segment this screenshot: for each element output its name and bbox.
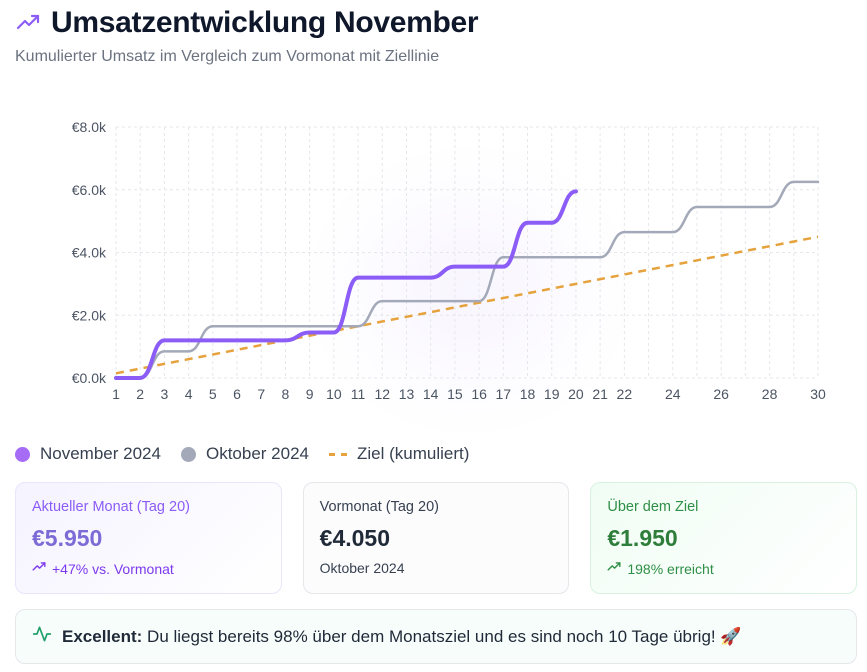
y-tick-label: €8.0k (72, 119, 107, 135)
card-goal-sub-text: 198% erreicht (627, 560, 714, 577)
trending-up-icon (607, 560, 621, 577)
series-line-november (114, 189, 578, 380)
legend-item-november[interactable]: November 2024 (15, 444, 161, 464)
legend-swatch-november (15, 446, 30, 462)
legend-label-ziel: Ziel (kumuliert) (356, 444, 470, 463)
legend-label-oktober: Oktober 2024 (205, 444, 309, 463)
card-goal-label: Über dem Ziel (607, 499, 699, 515)
insight-banner: Excellent: Du liegst bereits 98% über de… (15, 609, 857, 664)
legend-item-oktober[interactable]: Oktober 2024 (180, 444, 309, 464)
x-tick-label: 7 (257, 386, 265, 402)
x-tick-label: 13 (399, 386, 415, 402)
x-tick-label: 28 (762, 386, 778, 402)
x-tick-label: 26 (713, 386, 729, 402)
insight-prefix: Excellent: (62, 626, 143, 646)
summary-cards: Aktueller Monat (Tag 20) €5.950 +47% vs.… (15, 482, 858, 594)
card-previous-sub: Oktober 2024 (319, 560, 405, 576)
card-previous-value: €4.050 (319, 525, 391, 551)
legend-label-november: November 2024 (40, 444, 161, 463)
x-tick-label: 16 (471, 386, 487, 402)
chart-area: €0.0k €2.0k €4.0k €6.0k €8.0k 1 2 3 4 5 6 7 8 9 10 11 12… (0, 100, 867, 440)
legend-item-ziel[interactable]: Ziel (kumuliert) (328, 444, 470, 464)
x-tick-label: 12 (374, 386, 390, 402)
x-tick-label: 19 (544, 386, 560, 402)
card-previous-label: Vormonat (Tag 20) (319, 499, 439, 515)
trending-up-icon (15, 10, 41, 36)
x-tick-label: 24 (665, 386, 681, 402)
x-tick-label: 8 (282, 386, 290, 402)
y-tick-label: €4.0k (72, 245, 107, 261)
card-current-sub-text: +47% vs. Vormonat (52, 560, 174, 577)
x-tick-label: 14 (423, 386, 439, 402)
y-tick-label: €6.0k (72, 182, 107, 198)
x-tick-label: 1 (112, 386, 120, 402)
x-tick-label: 30 (810, 386, 826, 402)
card-previous-month: Vormonat (Tag 20) €4.050 Oktober 2024 (302, 482, 570, 594)
page-title: Umsatzentwicklung November (51, 6, 479, 39)
legend-swatch-ziel (328, 452, 347, 456)
x-tick-label: 15 (447, 386, 463, 402)
x-tick-label: 11 (351, 386, 366, 402)
header: Umsatzentwicklung November Kumulierter U… (15, 6, 857, 66)
x-tick-label: 6 (233, 386, 241, 402)
x-tick-label: 9 (306, 386, 314, 402)
revenue-line-chart: €0.0k€2.0k€4.0k€6.0k€8.0k1 2 3 4 5 6 7 8 9 10 11 12… (72, 119, 826, 402)
series-line-oktober (114, 180, 820, 380)
x-tick-label: 2 (136, 386, 144, 402)
card-current-label: Aktueller Monat (Tag 20) (32, 499, 190, 515)
card-goal: Über dem Ziel €1.950 198% erreicht (590, 482, 858, 594)
x-tick-label: 17 (496, 386, 512, 402)
x-tick-label: 18 (520, 386, 536, 402)
card-goal-value: €1.950 (607, 525, 678, 551)
insight-message: Du liegst bereits 98% über dem Monatszie… (147, 626, 742, 646)
chart-legend: November 2024 Oktober 2024 Ziel (kumulie… (15, 444, 469, 464)
x-tick-label: 3 (161, 386, 169, 402)
series-line-ziel (115, 235, 819, 375)
card-goal-sub: 198% erreicht (607, 560, 840, 577)
y-tick-label: €2.0k (72, 307, 107, 323)
x-tick-label: 4 (185, 386, 193, 402)
x-tick-label: 10 (326, 386, 342, 402)
page-subtitle: Kumulierter Umsatz im Vergleich zum Vorm… (15, 48, 440, 65)
card-current-sub: +47% vs. Vormonat (32, 560, 265, 577)
legend-swatch-oktober (180, 446, 196, 462)
x-tick-label: 20 (568, 386, 584, 402)
y-tick-label: €0.0k (72, 370, 107, 386)
card-current-value: €5.950 (32, 525, 103, 551)
x-tick-label: 21 (592, 386, 608, 402)
x-tick-label: 22 (617, 386, 633, 402)
activity-icon (32, 624, 52, 649)
x-tick-label: 5 (209, 386, 217, 402)
card-current-month: Aktueller Monat (Tag 20) €5.950 +47% vs.… (15, 482, 282, 594)
trending-up-icon (32, 560, 46, 577)
insight-text: Excellent: Du liegst bereits 98% über de… (62, 627, 742, 647)
